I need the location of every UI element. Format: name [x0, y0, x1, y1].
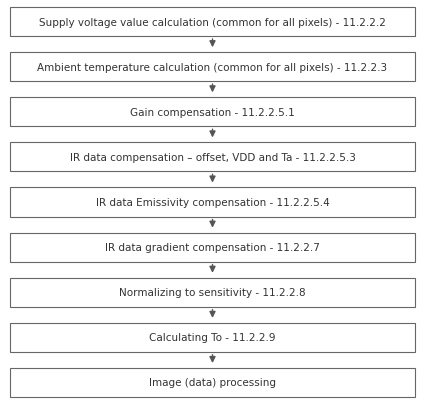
- Text: Ambient temperature calculation (common for all pixels) - 11.2.2.3: Ambient temperature calculation (common …: [37, 62, 388, 72]
- Bar: [10, 143, 415, 172]
- Bar: [10, 53, 415, 82]
- Text: Normalizing to sensitivity - 11.2.2.8: Normalizing to sensitivity - 11.2.2.8: [119, 288, 306, 298]
- Text: IR data gradient compensation - 11.2.2.7: IR data gradient compensation - 11.2.2.7: [105, 243, 320, 252]
- Bar: [10, 323, 415, 352]
- Text: IR data compensation – offset, VDD and Ta - 11.2.2.5.3: IR data compensation – offset, VDD and T…: [70, 153, 355, 162]
- Text: Gain compensation - 11.2.2.5.1: Gain compensation - 11.2.2.5.1: [130, 107, 295, 117]
- Text: IR data Emissivity compensation - 11.2.2.5.4: IR data Emissivity compensation - 11.2.2…: [96, 198, 329, 207]
- Text: Supply voltage value calculation (common for all pixels) - 11.2.2.2: Supply voltage value calculation (common…: [39, 17, 386, 28]
- Bar: [10, 368, 415, 397]
- Bar: [10, 98, 415, 127]
- Bar: [10, 233, 415, 262]
- Text: Image (data) processing: Image (data) processing: [149, 377, 276, 388]
- Bar: [10, 278, 415, 307]
- Bar: [10, 8, 415, 37]
- Text: Calculating To - 11.2.2.9: Calculating To - 11.2.2.9: [149, 333, 276, 343]
- Bar: [10, 188, 415, 217]
